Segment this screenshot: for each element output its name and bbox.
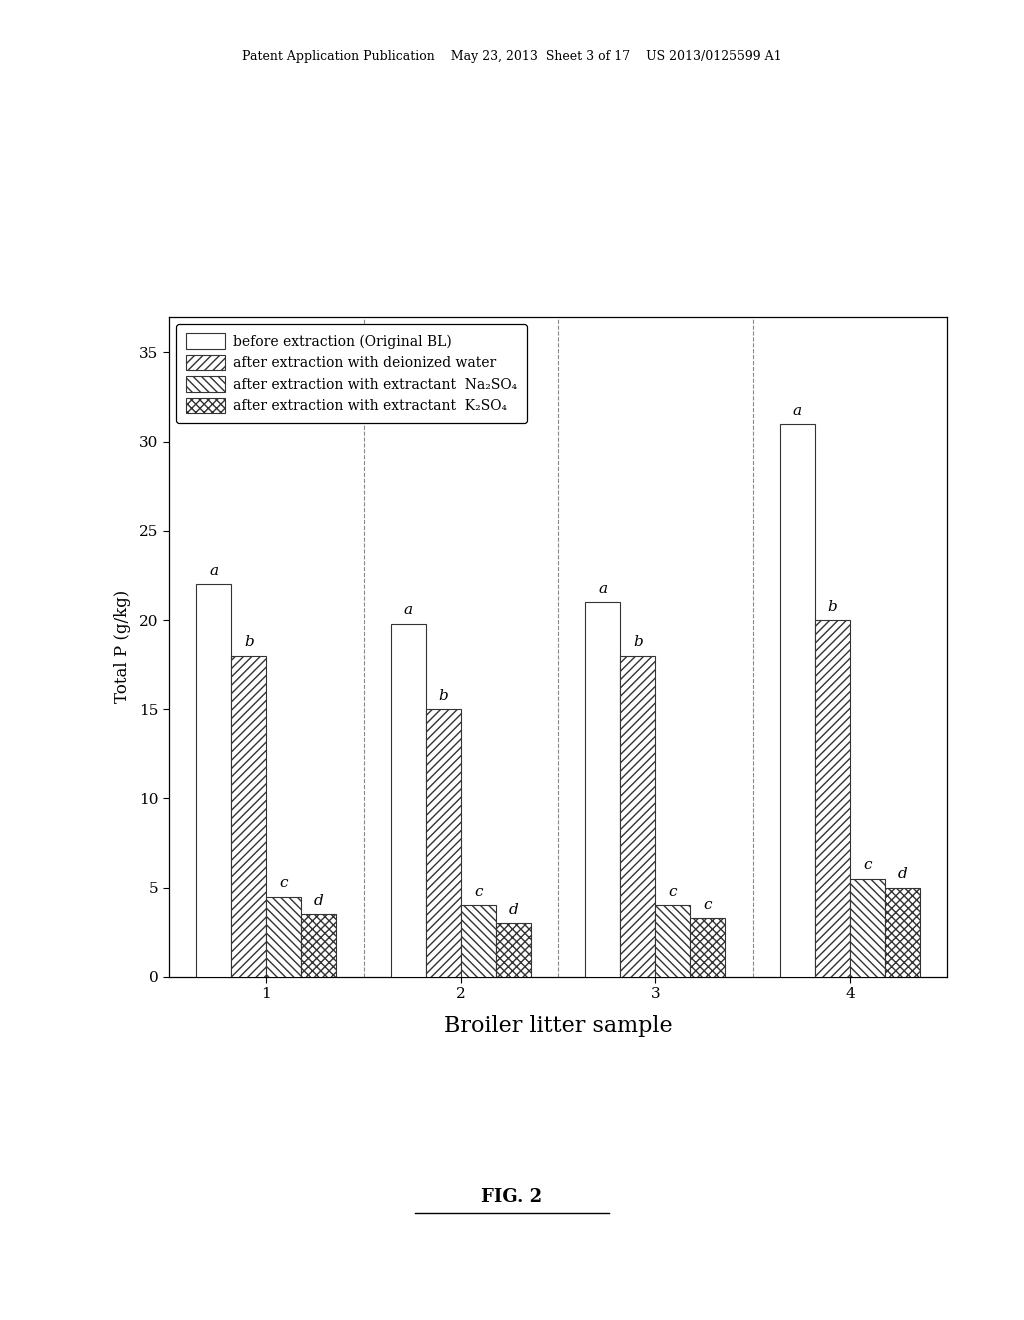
Text: Patent Application Publication    May 23, 2013  Sheet 3 of 17    US 2013/0125599: Patent Application Publication May 23, 2… [243,50,781,63]
Bar [426,709,461,977]
Bar [885,887,920,977]
Bar [655,906,690,977]
Text: d: d [509,903,518,917]
Bar [690,917,725,977]
Text: c: c [863,858,871,873]
Bar [621,656,655,977]
Legend: before extraction (Original BL), after extraction with deionized water, after ex: before extraction (Original BL), after e… [176,323,526,422]
Bar [266,896,301,977]
X-axis label: Broiler litter sample: Broiler litter sample [443,1015,673,1038]
Bar [461,906,496,977]
Text: a: a [403,603,413,618]
Bar [301,915,336,977]
Text: a: a [598,582,607,595]
Bar [197,585,231,977]
Text: b: b [633,635,643,649]
Bar [815,620,850,977]
Text: c: c [669,886,677,899]
Text: b: b [244,635,254,649]
Text: c: c [474,886,482,899]
Text: a: a [209,564,218,578]
Text: b: b [438,689,449,704]
Bar [496,923,530,977]
Text: a: a [793,404,802,417]
Y-axis label: Total P (g/kg): Total P (g/kg) [114,590,131,704]
Text: FIG. 2: FIG. 2 [481,1188,543,1206]
Text: c: c [280,876,288,890]
Bar [391,623,426,977]
Text: d: d [314,894,324,908]
Bar [850,879,885,977]
Bar [586,602,621,977]
Text: c: c [703,898,712,912]
Text: b: b [827,599,838,614]
Bar [231,656,266,977]
Bar [780,424,815,977]
Text: d: d [898,867,907,882]
